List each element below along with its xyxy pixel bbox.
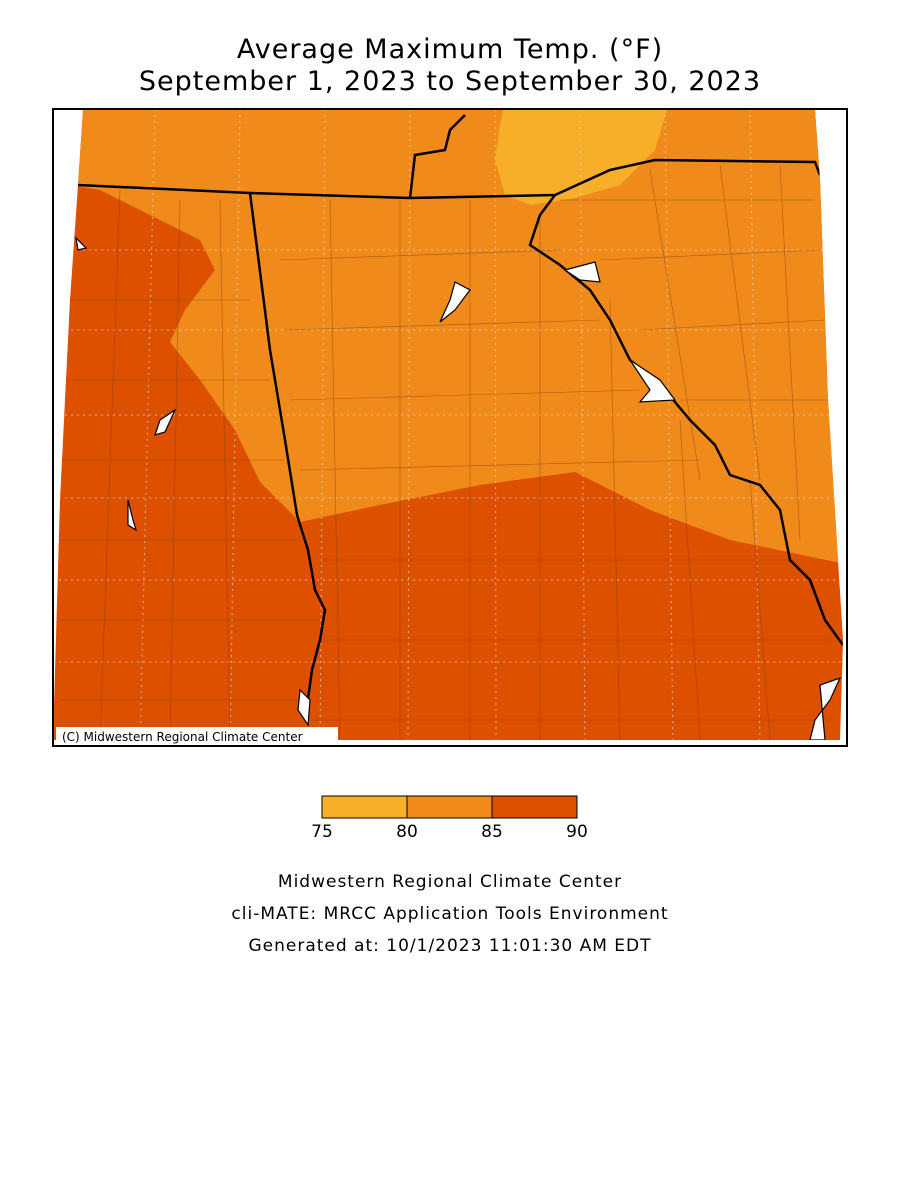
map: (C) Midwestern Regional Climate Center (52, 108, 848, 747)
legend-tick-label: 85 (481, 822, 503, 842)
title: Average Maximum Temp. (°F) (237, 34, 663, 65)
legend-tick-label: 75 (311, 822, 333, 842)
legend-swatch (406, 795, 493, 819)
footer-line: Midwestern Regional Climate Center (278, 872, 622, 892)
zone-80-85 (53, 110, 843, 567)
footer-line: Generated at: 10/1/2023 11:01:30 AM EDT (248, 936, 651, 956)
legend-swatch (491, 795, 578, 819)
map-frame (52, 108, 848, 747)
legend-tick-label: 80 (396, 822, 418, 842)
footer-line: cli-MATE: MRCC Application Tools Environ… (231, 904, 668, 924)
subtitle: September 1, 2023 to September 30, 2023 (139, 66, 761, 97)
credit-box (56, 727, 338, 745)
legend: 75 80 85 90 (311, 795, 588, 842)
map-credit: (C) Midwestern Regional Climate Center (62, 730, 303, 744)
lakes (75, 236, 842, 740)
legend-swatch (321, 795, 408, 819)
grid (53, 110, 843, 740)
county-lines (60, 164, 830, 740)
legend-tick-label: 90 (566, 822, 588, 842)
state-borders (77, 114, 843, 721)
zone-75-80 (495, 110, 670, 205)
